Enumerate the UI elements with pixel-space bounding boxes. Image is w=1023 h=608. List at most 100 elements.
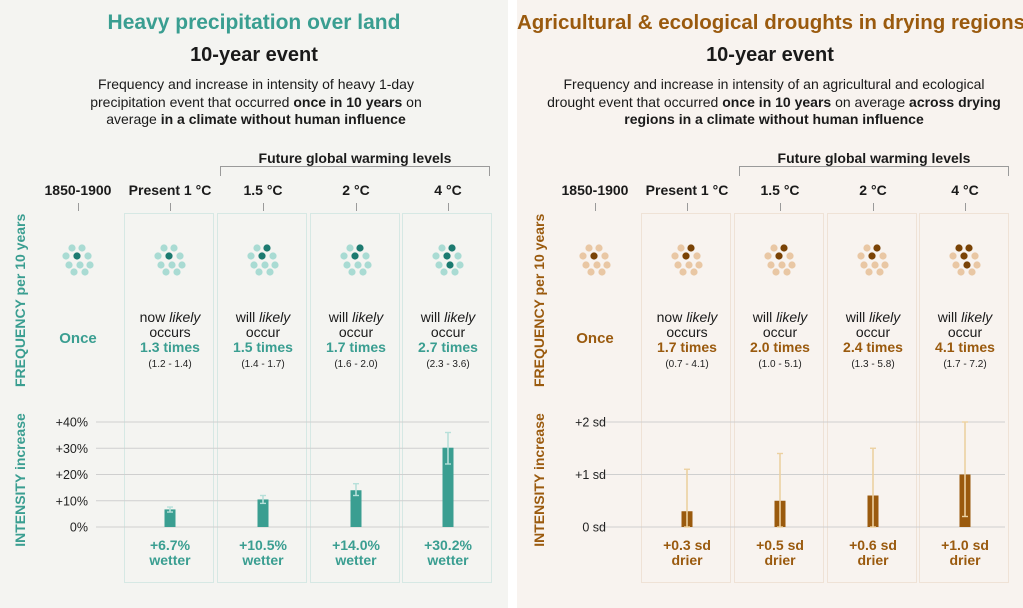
header-tick (873, 203, 874, 211)
header-tick (687, 203, 688, 211)
year-dot (603, 261, 611, 269)
likelihood-text: will likely (845, 309, 901, 325)
desc-part: on average (831, 93, 910, 110)
frequency-dots (247, 244, 279, 276)
frequency-label: will likely occur 1.5 times (1.4 - 1.7) (217, 310, 309, 372)
header-tick (78, 203, 79, 211)
year-dot (674, 261, 682, 269)
header-tick (170, 203, 171, 211)
header-tick (356, 203, 357, 211)
year-dot (160, 244, 168, 252)
likelihood-text: will likely (328, 309, 384, 325)
frequency-times: 1.5 times (233, 339, 293, 355)
intensity-label: +0.5 sd drier (734, 538, 826, 568)
year-dot (865, 268, 873, 276)
year-dot (786, 252, 794, 260)
year-dot (863, 244, 871, 252)
intensity-bar (257, 499, 269, 527)
column-header: 2 °C (859, 182, 887, 198)
year-dot (685, 261, 693, 269)
future-warming-label: Future global warming levels (777, 150, 971, 166)
frequency-dots (579, 244, 611, 276)
frequency-label: now likely occurs 1.7 times (0.7 - 4.1) (641, 310, 733, 372)
likelihood-text: will likely (937, 309, 993, 325)
year-dot (772, 268, 780, 276)
year-dot (971, 252, 979, 260)
year-dot (598, 268, 606, 276)
year-dot (783, 268, 791, 276)
year-dot (968, 268, 976, 276)
event-dot (263, 244, 271, 252)
year-dot (261, 261, 269, 269)
desc-bold: in a climate without human influence (160, 111, 406, 127)
y-tick-label: +20% (56, 468, 88, 482)
frequency-dots (857, 244, 889, 276)
desc-part: on average (106, 93, 422, 128)
year-dot (671, 252, 679, 260)
intensity-word: wetter (242, 552, 284, 568)
drought-panel: Agricultural & ecological droughts in dr… (517, 0, 1023, 608)
panel-subtitle: 10-year event (706, 44, 834, 66)
year-dot (679, 268, 687, 276)
frequency-axis-label: FREQUENCY per 10 years (531, 213, 547, 387)
y-tick-label: 0 sd (582, 521, 606, 535)
event-dot (682, 252, 690, 260)
frequency-dots (949, 244, 981, 276)
column-header: 4 °C (434, 182, 462, 198)
y-tick-label: +10% (56, 494, 88, 508)
year-dot (253, 244, 261, 252)
intensity-word: drier (857, 552, 889, 568)
year-dot (348, 268, 356, 276)
desc-bold: once in 10 years (722, 93, 832, 110)
header-tick (965, 203, 966, 211)
panel-title: Heavy precipitation over land (107, 11, 401, 34)
intensity-value: +0.6 sd (849, 537, 897, 553)
intensity-label: +0.3 sd drier (641, 538, 733, 568)
likelihood-line1: will likely (827, 310, 919, 325)
year-dot (70, 268, 78, 276)
y-tick-label: 0% (70, 521, 88, 535)
year-dot (176, 252, 184, 260)
event-dot (955, 244, 963, 252)
header-tick (448, 203, 449, 211)
year-dot (695, 261, 703, 269)
frequency-times: 2.7 times (418, 339, 478, 355)
frequency-dots (432, 244, 464, 276)
frequency-times: 4.1 times (935, 339, 995, 355)
frequency-dots (340, 244, 372, 276)
panel-description: Frequency and increase in intensity of h… (70, 76, 442, 129)
future-warming-label: Future global warming levels (258, 150, 452, 166)
intensity-value: +1.0 sd (941, 537, 989, 553)
event-dot (963, 261, 971, 269)
frequency-label: Once (32, 331, 124, 346)
frequency-range: (1.0 - 5.1) (758, 359, 802, 370)
frequency-dots (764, 244, 796, 276)
year-dot (364, 261, 372, 269)
frequency-label: will likely occur 4.1 times (1.7 - 7.2) (919, 310, 1011, 372)
frequency-range: (2.3 - 3.6) (426, 359, 470, 370)
column-header: 2 °C (342, 182, 370, 198)
frequency-dots (671, 244, 703, 276)
intensity-word: wetter (149, 552, 191, 568)
intensity-word: drier (949, 552, 981, 568)
frequency-times: 2.0 times (750, 339, 810, 355)
year-dot (579, 252, 587, 260)
frequency-label: Once (549, 331, 641, 346)
year-dot (582, 261, 590, 269)
y-tick-label: +1 sd (575, 468, 606, 482)
panel-description: Frequency and increase in intensity of a… (539, 76, 1009, 129)
column-header: 4 °C (951, 182, 979, 198)
likelihood-text: will likely (420, 309, 476, 325)
event-dot (165, 252, 173, 260)
frequency-range: (1.2 - 1.4) (148, 359, 192, 370)
year-dot (770, 244, 778, 252)
desc-bold: across drying regions in a climate witho… (624, 93, 1001, 128)
likelihood-line2: occur (245, 324, 281, 340)
year-dot (857, 252, 865, 260)
column-header: 1.5 °C (760, 182, 800, 198)
intensity-chart: 0% +10% +20% +30% +40% (56, 416, 489, 535)
intensity-value: +30.2% (424, 537, 472, 553)
event-dot (960, 252, 968, 260)
year-dot (690, 268, 698, 276)
year-dot (62, 252, 70, 260)
